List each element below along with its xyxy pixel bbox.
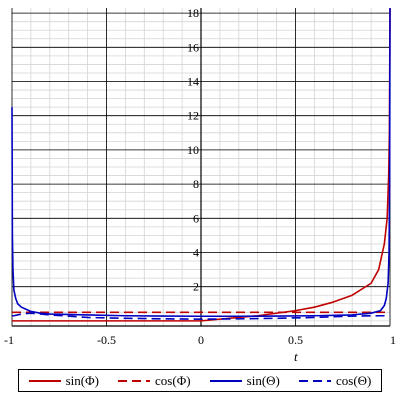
series-line-2	[11, 7, 391, 318]
legend-entry-cos-phi: cos(Φ)	[118, 373, 191, 389]
y-tick-label: 12	[187, 109, 199, 123]
legend: sin(Φ) cos(Φ) sin(Θ) cos(Θ)	[18, 369, 382, 392]
x-tick-label: 1	[390, 333, 396, 347]
legend-label-cos-phi: cos(Φ)	[155, 372, 191, 388]
legend-swatch-sin-theta	[209, 378, 242, 383]
y-tick-label: 10	[187, 143, 199, 157]
y-tick-label: 4	[193, 245, 199, 259]
x-tick-label: 0	[198, 333, 204, 347]
legend-entry-sin-theta: sin(Θ)	[209, 372, 280, 389]
series-line-0	[12, 7, 391, 322]
y-tick-label: 8	[193, 177, 199, 191]
legend-label-sin-theta: sin(Θ)	[246, 372, 280, 388]
legend-entry-sin-phi: sin(Φ)	[28, 372, 99, 389]
x-axis-title: t	[294, 349, 298, 364]
series-line-3	[12, 312, 390, 320]
x-tick-label: -0.5	[97, 333, 116, 347]
legend-entry-cos-theta: cos(Θ)	[299, 373, 371, 389]
legend-swatch-cos-theta	[299, 379, 331, 382]
axes	[12, 8, 390, 327]
y-tick-label: 2	[193, 280, 199, 294]
y-tick-label: 16	[187, 40, 199, 54]
legend-swatch-sin-phi	[28, 378, 61, 383]
legend-swatch-cos-phi	[118, 379, 151, 382]
legend-label-sin-phi: sin(Φ)	[65, 372, 99, 388]
x-tick-label: -1	[4, 333, 14, 347]
y-tick-label: 18	[187, 6, 199, 20]
series-layer	[11, 7, 391, 322]
x-tick-label: 0.5	[288, 333, 303, 347]
legend-label-cos-theta: cos(Θ)	[336, 372, 372, 388]
y-tick-label: 6	[193, 211, 199, 225]
y-tick-label: 14	[187, 75, 199, 89]
